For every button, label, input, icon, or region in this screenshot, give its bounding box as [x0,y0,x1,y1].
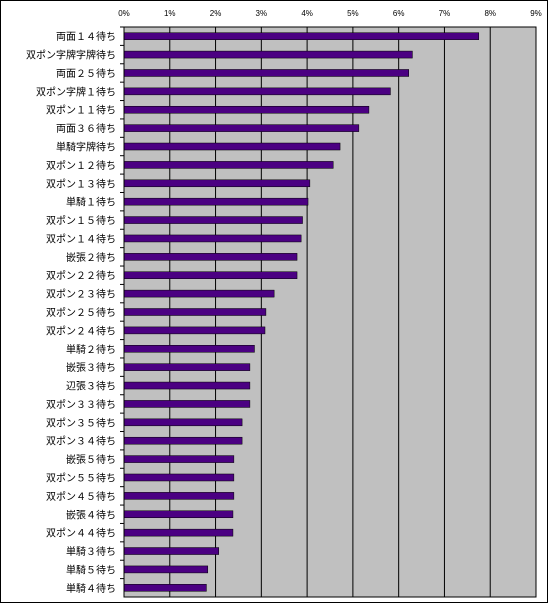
bar [123,326,266,335]
bar [123,584,207,592]
category-label: 嵌張２待ち [66,251,116,264]
category-label: 双ポン字牌字牌待ち [26,49,116,62]
category-label: 嵌張５待ち [66,453,116,466]
category-label: 双ポン１４待ち [46,232,116,245]
bar [123,197,309,206]
bar [123,565,209,574]
bar [123,50,413,59]
category-label: 双ポン４５待ち [46,490,116,503]
category-label: 双ポン３３待ち [46,398,116,411]
category-label: 双ポン１３待ち [46,177,116,190]
bar [123,510,234,519]
x-tick-label: 1% [164,9,176,18]
category-label: 双ポン１５待ち [46,214,116,227]
bar [123,363,251,371]
category-label: 辺張３待ち [66,380,116,393]
bar [123,32,480,40]
x-tick-label: 6% [393,9,405,18]
bar [123,142,341,151]
bar [123,253,298,261]
bar [123,234,302,243]
bar [123,105,370,114]
bar [123,179,311,188]
x-tick-label: 2% [210,9,222,18]
category-label: 双ポン字牌１待ち [36,85,116,98]
bar [123,69,409,77]
x-tick-label: 3% [256,9,268,18]
bar [123,436,243,445]
plot-border [123,26,537,598]
bar [123,400,251,408]
category-label: 単騎字牌待ち [56,141,116,154]
bar [123,455,235,463]
category-label: 単騎５待ち [66,563,116,576]
category-label: 単騎４待ち [66,582,116,595]
category-label: 嵌張３待ち [66,361,116,374]
bar [123,124,360,132]
bar [123,216,303,224]
bar [123,161,334,169]
category-label: 双ポン２４待ち [46,324,116,337]
category-label: 双ポン２２待ち [46,269,116,282]
bar [123,308,267,316]
x-tick-label: 0% [118,9,130,18]
bar [123,271,298,279]
category-label: 両面１４待ち [56,30,116,43]
x-tick-label: 5% [347,9,359,18]
bar [123,418,243,427]
x-tick-label: 8% [484,9,496,18]
category-label: 双ポン１１待ち [46,104,116,117]
bar [123,289,275,298]
category-label: 単騎３待ち [66,545,116,558]
category-label: 双ポン３５待ち [46,416,116,429]
bar [123,492,235,500]
bar [123,473,235,482]
category-label: 嵌張４待ち [66,508,116,521]
category-label: 双ポン２３待ち [46,288,116,301]
category-label: 双ポン５５待ち [46,471,116,484]
bar [123,528,234,537]
category-label: 双ポン１２待ち [46,159,116,172]
category-label: 両面２５待ち [56,67,116,80]
bar [123,345,255,353]
bar [123,547,220,555]
x-tick-label: 9% [530,9,542,18]
category-label: 単騎２待ち [66,343,116,356]
category-label: 双ポン４４待ち [46,527,116,540]
bar [123,381,251,390]
category-label: 両面３６待ち [56,122,116,135]
category-label: 双ポン３４待ち [46,435,116,448]
bar [123,87,391,96]
x-tick-label: 7% [439,9,451,18]
x-tick-label: 4% [301,9,313,18]
category-label: 双ポン２５待ち [46,306,116,319]
category-label: 単騎１待ち [66,196,116,209]
